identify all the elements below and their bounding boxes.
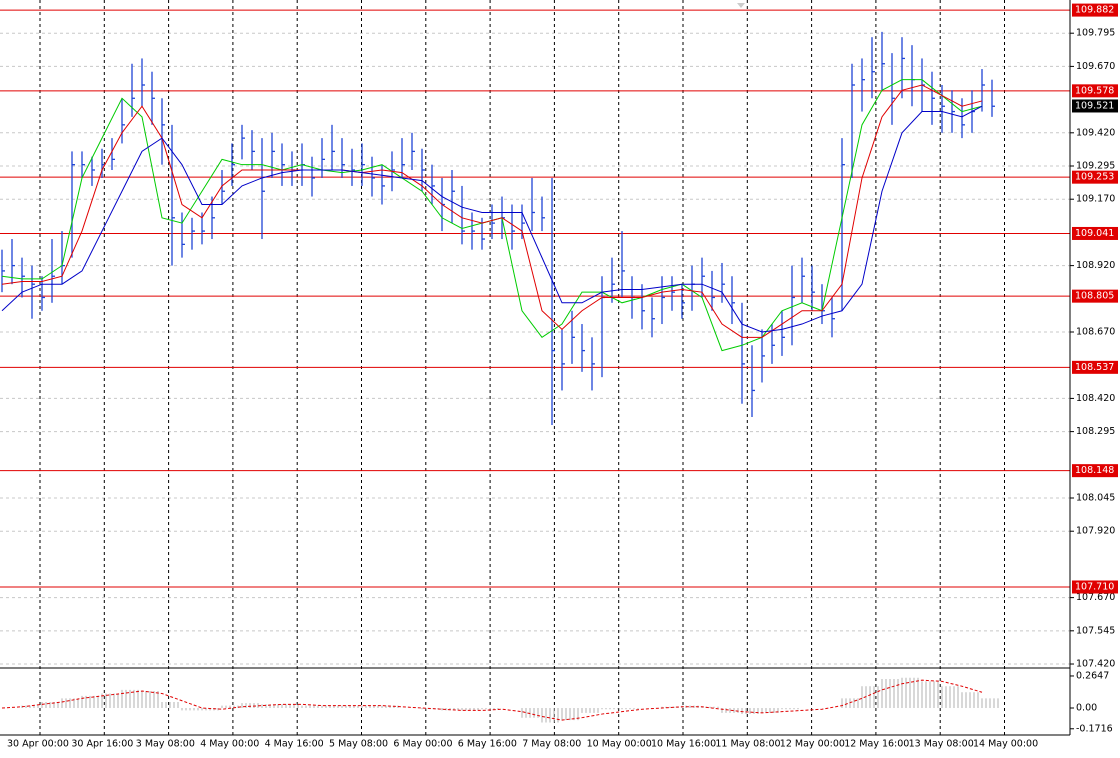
shift-marker [737,3,745,8]
level-label: 109.253 [1075,172,1114,183]
y-tick-label: -0.1716 [1076,723,1113,734]
x-tick-label: 7 May 08:00 [522,739,581,750]
y-tick-label: 0.2647 [1076,670,1109,681]
level-label-box [1072,464,1118,478]
level-label-box [1072,226,1118,240]
x-tick-label: 12 May 00:00 [780,739,845,750]
level-label-box [1072,84,1118,98]
level-label-box [1072,3,1118,17]
level-label-box [1072,360,1118,374]
y-tick-label: 109.170 [1076,194,1115,205]
x-tick-label: 4 May 00:00 [200,739,259,750]
x-tick-label: 30 Apr 16:00 [71,739,133,750]
x-tick-label: 13 May 08:00 [909,739,974,750]
x-tick-label: 12 May 16:00 [844,739,909,750]
level-label: 109.882 [1075,5,1114,16]
last-price-label: 109.521 [1075,100,1114,111]
moving-average [1,84,983,338]
x-tick-label: 4 May 16:00 [265,739,324,750]
y-tick-label: 108.920 [1076,260,1115,271]
x-tick-label: 3 May 08:00 [136,739,195,750]
y-tick-label: 107.420 [1076,659,1115,670]
level-label: 108.537 [1075,362,1114,373]
level-label-box [1072,289,1118,303]
level-label: 109.041 [1075,228,1114,239]
x-tick-label: 6 May 16:00 [458,739,517,750]
x-tick-label: 10 May 16:00 [651,739,716,750]
y-tick-label: 107.670 [1076,592,1115,603]
level-label-box [1072,580,1118,594]
x-tick-label: 30 Apr 00:00 [7,739,69,750]
y-tick-label: 109.420 [1076,127,1115,138]
x-tick-label: 5 May 08:00 [329,739,388,750]
level-label: 108.805 [1075,291,1114,302]
y-tick-label: 108.420 [1076,393,1115,404]
y-tick-label: 109.795 [1076,28,1115,39]
moving-average [1,105,983,333]
y-tick-label: 107.545 [1076,625,1115,636]
y-tick-label: 0.00 [1076,703,1097,714]
level-label: 109.578 [1075,85,1114,96]
y-tick-label: 109.295 [1076,161,1115,172]
level-label: 107.710 [1075,581,1114,592]
y-tick-label: 108.295 [1076,426,1115,437]
y-tick-label: 108.670 [1076,327,1115,338]
y-tick-label: 107.920 [1076,526,1115,537]
y-tick-label: 108.045 [1076,493,1115,504]
x-tick-label: 10 May 00:00 [587,739,652,750]
x-tick-label: 11 May 08:00 [715,739,780,750]
level-label-box [1072,170,1118,184]
x-tick-label: 14 May 00:00 [973,739,1038,750]
x-tick-label: 6 May 00:00 [393,739,452,750]
level-label: 108.148 [1075,465,1114,476]
last-price-box [1072,99,1118,113]
y-tick-label: 109.670 [1076,61,1115,72]
